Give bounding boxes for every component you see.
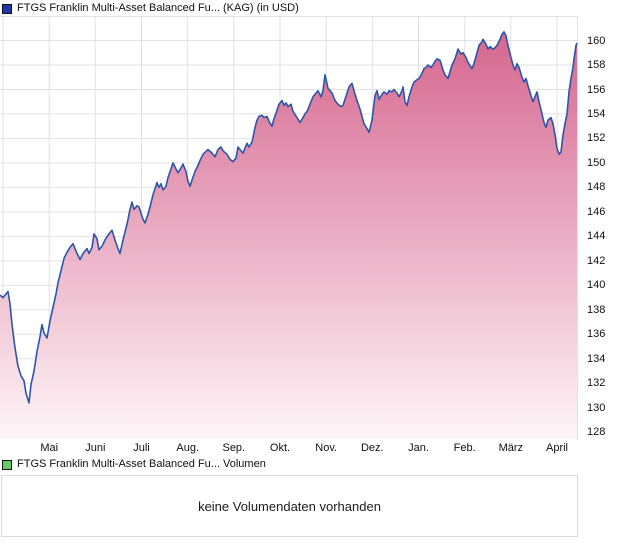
y-axis-tick-label: 132 (587, 377, 606, 390)
x-axis-tick-label: März (498, 442, 524, 454)
y-axis-tick-label: 148 (587, 181, 606, 194)
x-axis-tick-label: Nov. (315, 442, 338, 454)
y-axis-tick-label: 134 (587, 352, 606, 365)
y-axis-tick-label: 138 (587, 303, 606, 316)
y-axis-tick-label: 158 (587, 59, 606, 71)
y-axis-tick-label: 140 (587, 279, 606, 292)
price-series-swatch-icon (2, 3, 12, 14)
x-axis-tick-label: April (545, 442, 569, 454)
x-axis-tick-label: Jan. (408, 442, 429, 454)
y-axis-tick-label: 160 (587, 34, 606, 47)
volume-legend: FTGS Franklin Multi-Asset Balanced Fu...… (2, 458, 266, 471)
x-axis-tick-label: Sep. (222, 442, 246, 454)
price-legend: FTGS Franklin Multi-Asset Balanced Fu...… (2, 2, 299, 15)
price-legend-label: FTGS Franklin Multi-Asset Balanced Fu...… (17, 2, 299, 14)
y-axis-tick-label: 156 (587, 83, 606, 96)
volume-series-swatch-icon (2, 459, 12, 470)
volume-empty-box: keine Volumendaten vorhanden (1, 475, 578, 537)
y-axis-tick-label: 154 (587, 107, 606, 120)
y-axis-tick-label: 150 (587, 156, 606, 169)
volume-legend-label: FTGS Franklin Multi-Asset Balanced Fu...… (17, 458, 266, 470)
x-axis-tick-label: Okt. (269, 442, 291, 454)
y-axis-tick-label: 136 (587, 328, 606, 341)
x-axis-tick-label: Juli (133, 442, 150, 454)
volume-empty-message: keine Volumendaten vorhanden (198, 498, 381, 514)
y-axis-tick-label: 128 (587, 426, 606, 439)
y-axis-tick-label: 142 (587, 254, 606, 267)
x-axis-tick-label: Aug. (176, 442, 200, 454)
x-axis-tick-label: Mai (40, 442, 59, 454)
x-axis-tick-label: Juni (85, 442, 106, 454)
price-y-axis: 160 158 156 154 152 150 148 146 144 142 140 138 136 1… (578, 16, 620, 439)
y-axis-tick-label: 144 (587, 230, 606, 243)
x-axis-tick-label: Feb. (453, 442, 476, 454)
price-chart-svg (0, 16, 578, 439)
y-axis-tick-label: 130 (587, 401, 606, 414)
price-x-axis: Mai Juni Juli Aug. Sep. Okt. Nov. Dez. Jan. Feb. M… (0, 441, 578, 456)
price-chart-plot (0, 16, 578, 439)
y-axis-tick-label: 146 (587, 205, 606, 218)
x-axis-tick-label: Dez. (360, 442, 384, 454)
y-axis-tick-label: 152 (587, 132, 606, 145)
